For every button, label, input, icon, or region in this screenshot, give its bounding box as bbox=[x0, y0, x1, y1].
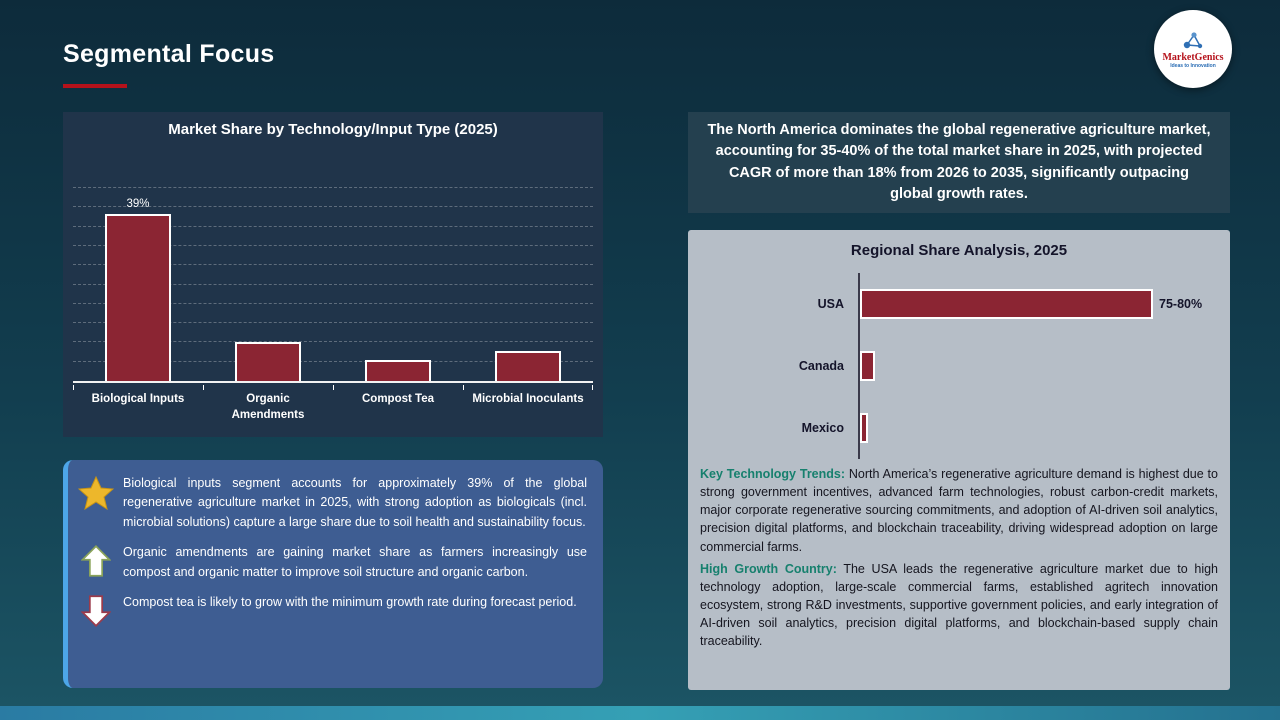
gridline bbox=[73, 206, 593, 208]
marketgenics-logo: MarketGenics Ideas to Innovation bbox=[1154, 10, 1232, 88]
bar-area bbox=[858, 335, 1220, 397]
insight-row-compost: Compost tea is likely to grow with the m… bbox=[78, 593, 587, 627]
insight-row-biological: Biological inputs segment accounts for a… bbox=[78, 474, 587, 532]
insight-row-organic: Organic amendments are gaining market sh… bbox=[78, 543, 587, 582]
star-icon bbox=[78, 474, 114, 510]
insight-text: Compost tea is likely to grow with the m… bbox=[123, 594, 577, 609]
bar bbox=[495, 351, 561, 381]
bottom-accent-strip bbox=[0, 706, 1280, 720]
paragraph-key-technology-trends: Key Technology Trends: North America’s r… bbox=[700, 465, 1218, 556]
bar-slot-biological-inputs: 39% bbox=[73, 198, 203, 381]
bar bbox=[105, 214, 171, 381]
gridline bbox=[73, 225, 593, 227]
regional-panel: Regional Share Analysis, 2025 USA 75-80% C… bbox=[688, 230, 1230, 690]
bar-slot-compost-tea bbox=[333, 360, 463, 381]
horizontal-bars: USA 75-80% Canada Mexico bbox=[698, 273, 1220, 459]
category-label: Organic Amendments bbox=[203, 385, 333, 423]
category-label: Compost Tea bbox=[333, 385, 463, 423]
category-label: Biological Inputs bbox=[73, 385, 203, 423]
bar-value-label: 39% bbox=[126, 198, 150, 210]
hbar-row-canada: Canada bbox=[698, 335, 1220, 397]
logo-tagline: Ideas to Innovation bbox=[1170, 62, 1216, 69]
paragraph-body: North America’s regenerative agriculture… bbox=[700, 467, 1218, 554]
gridline bbox=[73, 302, 593, 304]
gridline bbox=[73, 264, 593, 266]
bar-slot-microbial-inoculants bbox=[463, 351, 593, 381]
hbar-row-mexico: Mexico bbox=[698, 397, 1220, 459]
logo-brand: MarketGenics bbox=[1162, 51, 1224, 63]
bar bbox=[860, 351, 875, 381]
headline-text: The North America dominates the global r… bbox=[707, 121, 1211, 202]
paragraph-high-growth-country: High Growth Country: The USA leads the r… bbox=[700, 560, 1218, 651]
chart-title: Market Share by Technology/Input Type (2… bbox=[168, 121, 498, 138]
category-label: Microbial Inoculants bbox=[463, 385, 593, 423]
chart-title: Regional Share Analysis, 2025 bbox=[850, 242, 1068, 259]
paragraph-body: The USA leads the regenerative agricultu… bbox=[700, 561, 1218, 649]
region-label: Canada bbox=[798, 359, 844, 373]
analysis-text: Key Technology Trends: North America’s r… bbox=[700, 465, 1218, 650]
bar-area: 75-80% bbox=[858, 273, 1220, 335]
region-label: Mexico bbox=[801, 421, 844, 435]
market-share-chart-panel: Market Share by Technology/Input Type (2… bbox=[63, 112, 603, 437]
plot-area: 39% bbox=[73, 187, 593, 383]
insight-text: Biological inputs segment accounts for a… bbox=[123, 476, 587, 529]
paragraph-label: Key Technology Trends: bbox=[700, 467, 846, 481]
gridline bbox=[73, 283, 593, 285]
headline-box: The North America dominates the global r… bbox=[688, 112, 1230, 213]
bars: 39% bbox=[73, 190, 593, 381]
molecule-icon bbox=[1183, 31, 1203, 48]
insight-box: Biological inputs segment accounts for a… bbox=[63, 460, 603, 688]
bar bbox=[365, 360, 431, 381]
bar bbox=[860, 289, 1153, 319]
paragraph-label: High Growth Country: bbox=[700, 561, 837, 576]
gridline bbox=[73, 322, 593, 324]
category-axis: Biological Inputs Organic Amendments Compo… bbox=[73, 385, 593, 423]
page-title: Segmental Focus bbox=[63, 40, 275, 68]
title-underline bbox=[63, 84, 127, 88]
insight-text: Organic amendments are gaining market sh… bbox=[123, 545, 587, 579]
gridline bbox=[73, 187, 593, 188]
region-label: USA bbox=[817, 297, 844, 311]
gridline bbox=[73, 341, 593, 343]
bar-area bbox=[858, 397, 1220, 459]
gridline bbox=[73, 244, 593, 246]
gridline bbox=[73, 360, 593, 362]
bar-value-label: 75-80% bbox=[1159, 297, 1203, 311]
up-arrow-icon bbox=[78, 543, 114, 577]
bar-slot-organic-amendments bbox=[203, 342, 333, 381]
bar bbox=[235, 342, 301, 381]
hbar-row-usa: USA 75-80% bbox=[698, 273, 1220, 335]
bar bbox=[860, 413, 868, 443]
down-arrow-icon bbox=[78, 593, 114, 627]
